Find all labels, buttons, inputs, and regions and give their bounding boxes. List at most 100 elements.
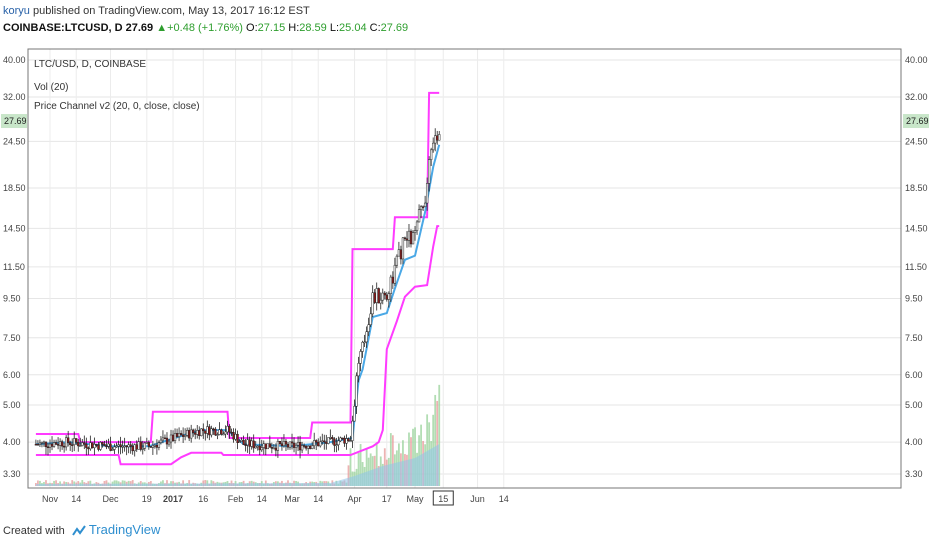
candle-body bbox=[252, 440, 255, 449]
volume-ma-fill bbox=[35, 444, 440, 486]
candle-body bbox=[234, 433, 237, 440]
candle-body bbox=[268, 443, 271, 448]
footer: Created with TradingView bbox=[3, 522, 160, 537]
candle-body bbox=[91, 442, 94, 449]
candle-body bbox=[367, 324, 370, 332]
symbol-label: COINBASE:LTCUSD, D bbox=[3, 22, 123, 34]
volume-bar bbox=[414, 427, 416, 486]
tradingview-brand-link[interactable]: TradingView bbox=[88, 522, 161, 537]
candle-body bbox=[403, 237, 407, 240]
x-tick-label: 19 bbox=[142, 494, 152, 504]
candle-body bbox=[198, 430, 201, 436]
candle-body bbox=[240, 439, 243, 442]
candle-body bbox=[236, 433, 239, 443]
candle-body bbox=[432, 142, 435, 151]
candle-body bbox=[351, 420, 354, 441]
candle-body bbox=[119, 444, 122, 447]
candle-body bbox=[204, 430, 207, 434]
candle-body bbox=[183, 435, 187, 437]
price-chart[interactable]: 40.00 32.00 24.50 18.50 14.50 11.50 9.50 7.50 6.… bbox=[0, 0, 932, 520]
candle-body bbox=[343, 437, 346, 444]
candle-body bbox=[409, 230, 413, 245]
candle-body bbox=[58, 441, 62, 446]
candle-body bbox=[399, 249, 403, 260]
candle-body bbox=[321, 440, 324, 443]
volume-bar bbox=[389, 433, 392, 486]
candle-body bbox=[264, 443, 267, 450]
chart-grid bbox=[28, 49, 901, 488]
candle-body bbox=[157, 442, 161, 448]
y-tick-label-right: 14.50 bbox=[905, 223, 928, 233]
candle-body bbox=[99, 442, 102, 450]
candle-body bbox=[206, 426, 209, 434]
candle-body bbox=[40, 441, 44, 444]
volume-bar bbox=[162, 480, 164, 486]
candle-body bbox=[383, 292, 386, 296]
candle-body bbox=[188, 430, 191, 439]
candle-body bbox=[153, 444, 157, 447]
candle-body bbox=[254, 445, 257, 449]
candle-body bbox=[381, 292, 384, 301]
candle-body bbox=[93, 444, 96, 449]
candle-body bbox=[54, 442, 58, 445]
candle-body bbox=[309, 445, 312, 449]
up-arrow-icon: ▲ bbox=[156, 22, 168, 34]
candle-body bbox=[405, 238, 409, 241]
candle-body bbox=[280, 443, 284, 447]
candle-body bbox=[224, 431, 227, 435]
candle-body bbox=[284, 441, 288, 445]
y-tick-label-right: 9.50 bbox=[905, 294, 923, 304]
candle-body bbox=[307, 445, 310, 449]
candle-body bbox=[202, 428, 205, 432]
x-tick-label: 16 bbox=[198, 494, 208, 504]
created-with-label: Created with bbox=[3, 525, 65, 537]
candle-body bbox=[38, 442, 42, 445]
volume-bar bbox=[129, 481, 132, 486]
y-tick-label-right: 32.00 bbox=[905, 92, 928, 102]
candle-body bbox=[165, 437, 169, 445]
legend-volume: Vol (20) bbox=[34, 82, 68, 93]
candle-body bbox=[304, 446, 308, 449]
price-channel-lines bbox=[35, 91, 441, 466]
high-label: H: bbox=[288, 22, 300, 34]
close-label: C: bbox=[369, 22, 381, 34]
candle-body bbox=[85, 443, 88, 448]
volume-bar bbox=[45, 480, 47, 486]
candle-body bbox=[143, 442, 146, 449]
volume-bar bbox=[55, 480, 57, 486]
y-tick-label-right: 6.00 bbox=[905, 370, 923, 380]
candle-body bbox=[286, 444, 290, 448]
candle-body bbox=[97, 444, 100, 450]
volume-bar bbox=[426, 414, 429, 486]
candle-body bbox=[81, 442, 84, 446]
candle-body bbox=[359, 351, 362, 364]
volume-bar bbox=[166, 480, 168, 486]
candle-body bbox=[298, 442, 302, 451]
y-tick-label-right: 7.50 bbox=[905, 333, 923, 343]
x-tick-label: Dec bbox=[103, 494, 120, 504]
candle-body bbox=[266, 443, 269, 450]
volume-bar bbox=[202, 480, 205, 486]
candle-body bbox=[115, 445, 118, 448]
candle-body bbox=[214, 428, 217, 436]
candle-body bbox=[77, 442, 80, 447]
candle-body bbox=[319, 441, 322, 447]
candle-body bbox=[69, 442, 72, 445]
candle-body bbox=[371, 292, 374, 315]
candlesticks bbox=[34, 128, 441, 459]
volume-bar bbox=[369, 453, 372, 486]
candle-body bbox=[48, 443, 52, 448]
volume-bar bbox=[412, 428, 414, 486]
candle-body bbox=[302, 445, 306, 447]
candle-body bbox=[117, 444, 120, 447]
author-link[interactable]: koryu bbox=[3, 5, 30, 17]
volume-bar bbox=[37, 480, 39, 486]
candle-body bbox=[210, 428, 213, 436]
candle-body bbox=[238, 441, 241, 443]
volume-bar bbox=[347, 465, 350, 486]
channel-upper-line bbox=[35, 91, 440, 444]
candle-body bbox=[248, 439, 251, 447]
candle-body bbox=[434, 135, 437, 144]
candle-body bbox=[50, 443, 54, 447]
candle-body bbox=[347, 438, 350, 442]
